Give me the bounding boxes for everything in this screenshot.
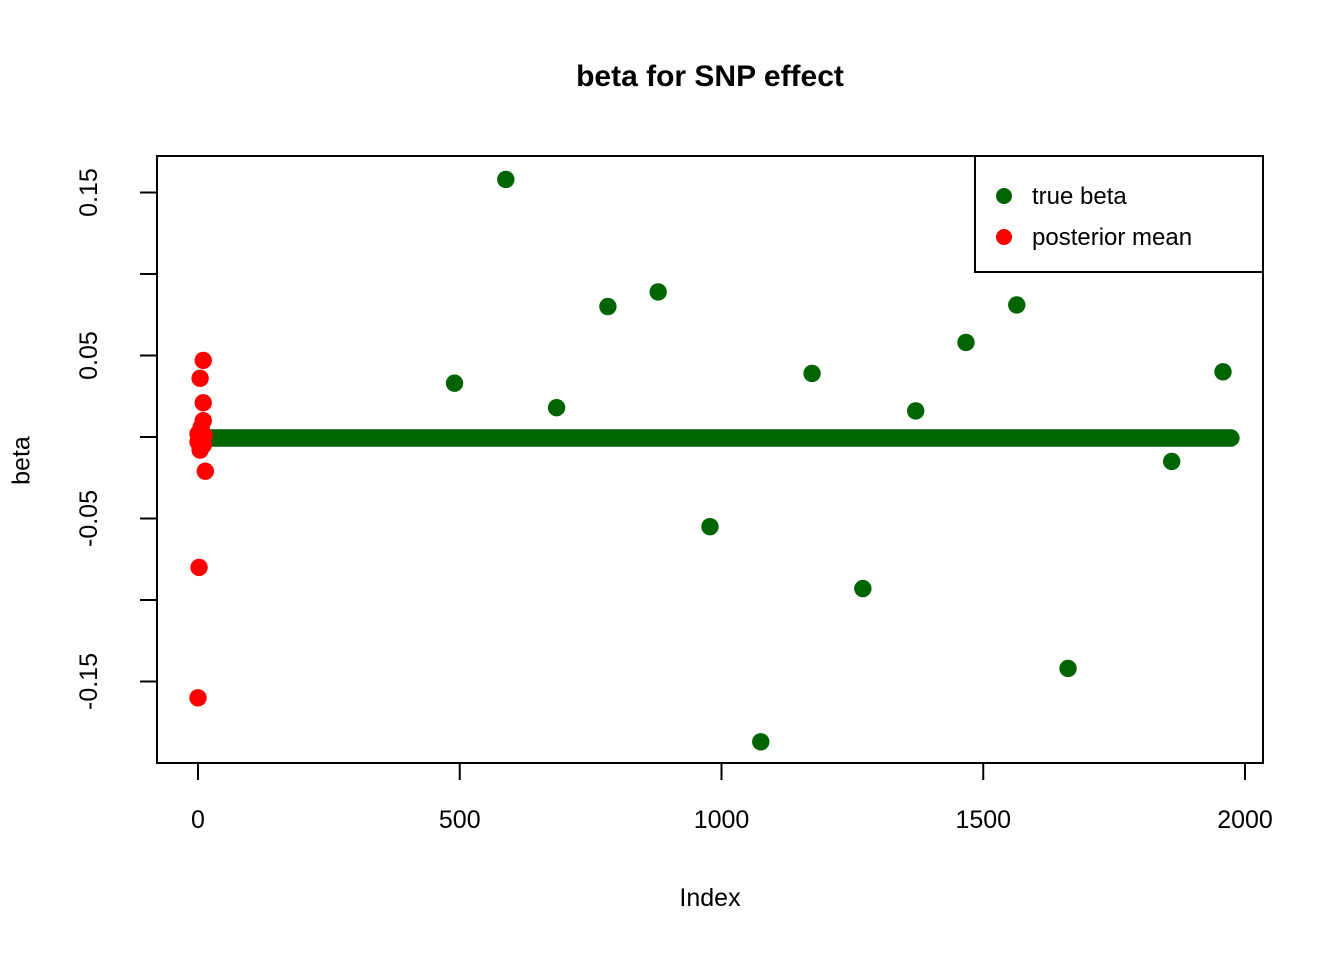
data-point-true-beta [803,364,821,383]
y-tick-label: -0.05 [75,490,103,547]
x-tick-label: 500 [439,806,481,834]
data-point-true-beta [907,402,925,420]
y-tick-label: 0.05 [75,331,103,380]
data-point-true-beta [1214,363,1232,381]
y-tick-label: 0.15 [75,168,103,217]
data-point-true-beta [1008,296,1026,314]
data-point-true-beta [854,579,872,598]
data-point-true-beta [445,374,464,392]
legend-box [974,155,1264,273]
data-point-posterior-mean [191,369,209,388]
legend-marker-posterior-mean [996,229,1012,245]
x-tick-label: 2000 [1217,806,1273,834]
data-point-posterior-mean [189,689,207,707]
x-tick-label: 1000 [694,806,750,834]
data-point-posterior-mean [191,441,209,459]
data-point-true-beta [649,283,667,301]
data-point-true-beta [1059,659,1077,678]
data-point-true-beta [497,170,515,189]
x-tick-label: 0 [191,806,205,834]
data-point-posterior-mean [194,394,212,412]
y-axis-label: beta [7,436,36,485]
legend-marker-true-beta [996,188,1012,204]
data-point-true-beta [957,333,975,352]
legend-label: posterior mean [1032,224,1192,251]
plot-border [156,155,1264,764]
x-axis-label: Index [679,884,741,912]
y-tick-label: -0.15 [75,653,103,710]
data-point-true-beta [547,398,566,417]
data-point-posterior-mean [196,462,215,480]
data-point-true-beta [752,733,770,751]
legend-label: true beta [1032,183,1127,210]
chart-title: beta for SNP effect [576,60,844,93]
data-point-posterior-mean [194,351,212,370]
x-tick-label: 1500 [955,806,1011,834]
data-point-true-beta [701,517,719,536]
data-point-posterior-mean [190,558,208,577]
data-point-true-beta [599,297,617,316]
data-point-true-beta [1163,452,1181,471]
